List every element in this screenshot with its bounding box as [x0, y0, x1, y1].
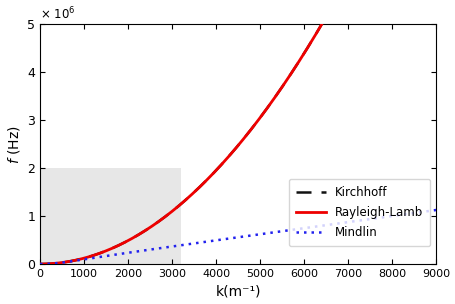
- Line: Mindlin: Mindlin: [40, 210, 435, 264]
- Text: $\times\ 10^6$: $\times\ 10^6$: [40, 5, 75, 22]
- Mindlin: [335, 222, 340, 225]
- Rayleigh-Lamb: [270, 97, 276, 101]
- Mindlin: [216, 238, 222, 242]
- Line: Kirchhoff: Kirchhoff: [40, 0, 435, 264]
- Legend: Kirchhoff, Rayleigh-Lamb, Mindlin: Kirchhoff, Rayleigh-Lamb, Mindlin: [288, 179, 430, 246]
- Kirchhoff: [107, 247, 113, 251]
- Rayleigh-Lamb: [107, 247, 113, 251]
- Mindlin: [37, 262, 43, 266]
- Mindlin: [301, 226, 307, 230]
- Mindlin: [107, 254, 113, 257]
- X-axis label: k(m⁻¹): k(m⁻¹): [215, 285, 260, 299]
- Mindlin: [433, 208, 438, 212]
- Kirchhoff: [216, 165, 222, 169]
- Kirchhoff: [270, 97, 276, 101]
- Rayleigh-Lamb: [216, 165, 222, 169]
- Y-axis label: $f$ (Hz): $f$ (Hz): [5, 125, 21, 164]
- Kirchhoff: [301, 50, 307, 54]
- Bar: [40, 168, 181, 264]
- Line: Rayleigh-Lamb: Rayleigh-Lamb: [40, 0, 435, 264]
- Mindlin: [270, 230, 276, 234]
- Kirchhoff: [37, 262, 43, 266]
- Rayleigh-Lamb: [37, 262, 43, 266]
- Mindlin: [139, 249, 144, 253]
- Kirchhoff: [139, 231, 144, 234]
- Rayleigh-Lamb: [139, 231, 144, 234]
- Rayleigh-Lamb: [301, 50, 307, 54]
